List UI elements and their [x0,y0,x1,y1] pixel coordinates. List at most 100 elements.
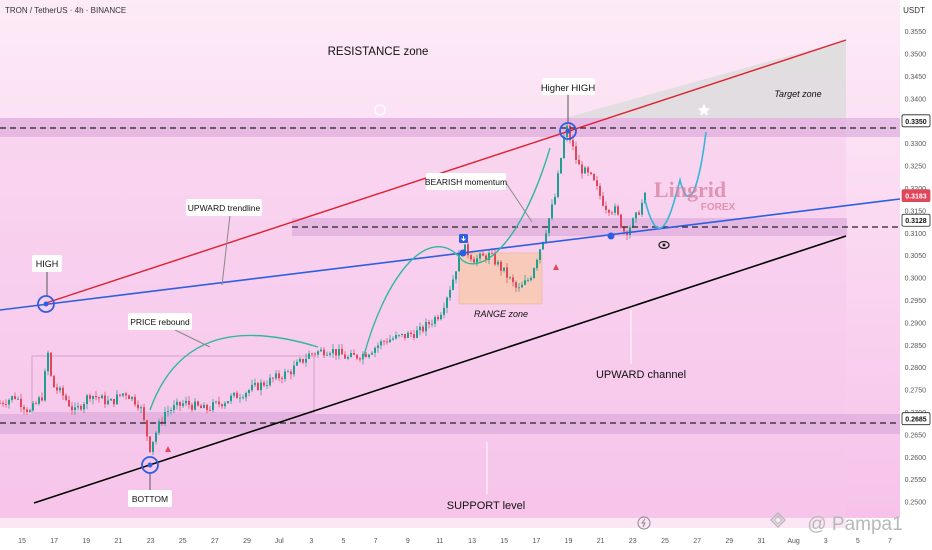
candle-body-4 [11,396,13,400]
candle-body-175 [524,280,526,285]
candle-body-94 [281,378,283,379]
price-rebound-label: PRICE rebound [130,317,190,327]
candle-body-159 [476,258,478,263]
candle-body-48 [143,407,145,421]
price-tick-8: 0.2900 [905,320,927,327]
price-tick-12: 0.3100 [905,231,927,238]
candle-body-118 [353,352,355,355]
bearish-momentum-label: BEARISH momentum [425,177,507,187]
candle-body-62 [185,400,187,404]
date-tick-5: 25 [179,538,187,545]
candle-body-79 [236,392,238,399]
candle-body-30 [89,395,91,399]
candle-body-196 [587,167,589,173]
candle-body-10 [29,410,31,412]
candle-body-89 [266,385,268,387]
candle-body-70 [209,409,211,411]
date-tick-21: 27 [693,538,701,545]
bottom-marker[interactable] [141,456,159,474]
candle-body-188 [563,136,565,159]
upward-channel-label: UPWARD channel [596,369,686,381]
price-tick-20: 0.3500 [905,52,927,59]
date-tick-8: Jul [275,538,284,545]
candle-body-6 [17,398,19,400]
candle-body-179 [536,259,538,269]
info-icon[interactable] [374,104,386,116]
candle-body-161 [482,253,484,256]
price-tag-box-0 [901,114,931,128]
candle-body-73 [218,401,220,405]
trendline-callout-line [221,214,231,286]
rebound-box [31,355,315,414]
candle-body-5 [14,396,16,399]
symbol-title[interactable]: TRON / TetherUS · 4h · BINANCE [5,6,126,15]
candle-body-198 [593,173,595,181]
candle-body-137 [410,332,412,335]
higher-high-label-box [542,78,595,95]
currency-label[interactable]: USDT [903,6,925,15]
date-tick-17: 19 [565,538,573,545]
candle-body-95 [284,371,286,379]
candle-body-46 [137,404,139,409]
date-tick-1: 17 [50,538,58,545]
candle-body-49 [146,420,148,437]
candle-body-178 [533,268,535,279]
price-tag-0: 0.3350 [905,119,927,126]
price-tick-3: 0.2650 [905,432,927,439]
price-tag-box-3 [901,412,931,426]
candle-body-201 [602,195,604,206]
lightning-icon[interactable] [637,516,651,530]
candle-body-174 [521,284,523,288]
candle-body-66 [197,401,199,406]
price-tick-16: 0.3300 [905,141,927,148]
trendline-touch-dot-2 [607,232,615,240]
price-tick-10: 0.3000 [905,276,927,283]
candle-body-39 [116,394,118,405]
high-marker[interactable] [37,295,55,313]
price-tick-2: 0.2600 [905,455,927,462]
support-level-label: SUPPORT level [447,500,525,512]
candle-body-88 [263,382,265,386]
candle-body-182 [545,233,547,242]
candle-body-215 [644,192,646,203]
watermark-brand: Lingrid [654,177,726,202]
date-tick-9: 3 [309,538,313,545]
high-label-box [32,255,62,272]
watermark-forex: FOREX [701,202,736,213]
candle-body-31 [92,395,94,399]
candle-body-111 [332,349,334,354]
candle-body-86 [257,382,259,391]
date-tick-10: 5 [342,538,346,545]
date-tick-11: 7 [374,538,378,545]
candle-body-150 [449,289,451,298]
lightning-glyph [641,518,646,528]
price-tick-18: 0.3400 [905,96,927,103]
bottom-marker-dot [147,462,153,468]
candle-body-160 [479,253,481,259]
price-axis-panel [900,0,932,550]
candle-body-47 [140,407,142,409]
candle-body-21 [62,387,64,396]
candle-body-33 [98,397,100,399]
date-tick-14: 13 [468,538,476,545]
candle-body-81 [242,397,244,399]
candle-body-156 [467,244,469,256]
credit-watermark: @ Pampa1 [807,514,902,535]
candle-body-72 [215,401,217,403]
higher-high-marker[interactable] [559,122,577,140]
candle-body-119 [356,354,358,359]
candle-body-158 [473,259,475,263]
candle-body-140 [419,326,421,331]
candle-body-108 [323,349,325,356]
date-tick-22: 29 [725,538,733,545]
target-zone-shape [565,40,846,118]
candle-body-208 [623,227,625,232]
candle-body-102 [305,358,307,363]
candle-body-141 [422,326,424,332]
channel-support-line [33,235,847,504]
candle-body-167 [500,261,502,271]
candle-body-144 [431,323,433,325]
candle-body-93 [278,373,280,379]
candle-body-63 [188,400,190,405]
